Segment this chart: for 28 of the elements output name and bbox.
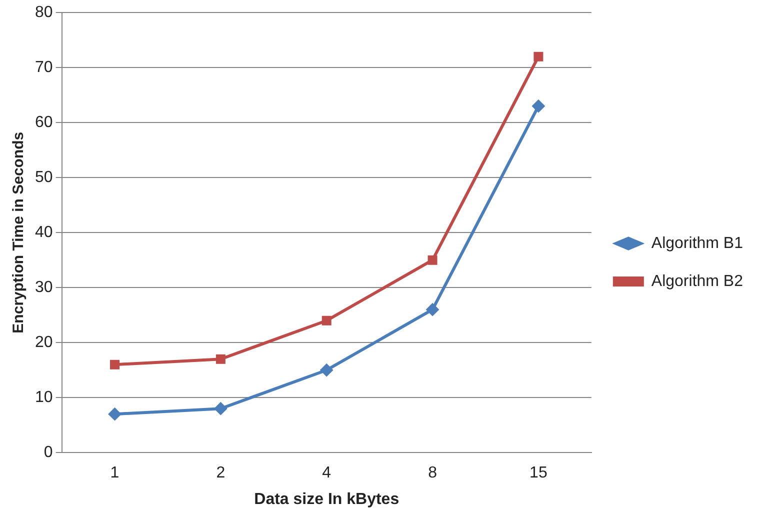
- y-tick-label: 60: [35, 114, 53, 132]
- point: [216, 354, 226, 364]
- point: [534, 52, 544, 62]
- x-tick-label: 15: [530, 464, 548, 482]
- legend-label: Algorithm B1: [651, 234, 744, 252]
- legend-label: Algorithm B2: [651, 272, 744, 290]
- x-axis-title: Data size In kBytes: [254, 490, 400, 508]
- point: [322, 316, 332, 326]
- point: [214, 402, 228, 416]
- y-tick-label: 30: [35, 279, 53, 296]
- point: [426, 303, 440, 316]
- point: [320, 364, 334, 377]
- x-tick-label: 2: [216, 464, 226, 482]
- y-tick-label: 70: [35, 59, 53, 76]
- point: [108, 408, 122, 421]
- point: [110, 360, 120, 370]
- y-axis-title: Encryption Time in Seconds: [10, 132, 28, 334]
- x-tick-label: 4: [322, 464, 332, 482]
- y-tick-label: 40: [35, 224, 53, 242]
- x-tick-label: 1: [110, 464, 120, 482]
- point: [532, 100, 545, 113]
- y-tick-label: 50: [35, 169, 53, 186]
- y-tick-label: 0: [44, 444, 53, 462]
- x-tick-label: 8: [428, 464, 438, 482]
- y-tick-label: 80: [35, 4, 53, 22]
- y-tick-label: 20: [35, 334, 53, 352]
- y-tick-label: 10: [35, 389, 53, 406]
- point: [428, 255, 438, 265]
